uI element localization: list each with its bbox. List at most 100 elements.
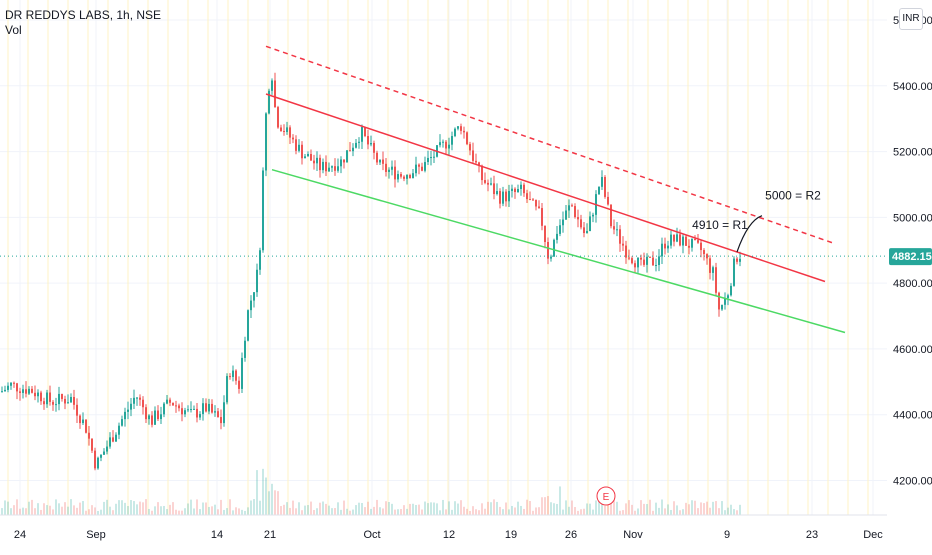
candle-body [613, 226, 615, 230]
candle-body [76, 404, 78, 416]
volume-bar [367, 501, 369, 515]
volume-bar [184, 508, 186, 515]
candle-body [22, 389, 24, 393]
volume-bar [142, 502, 144, 515]
volume-bar [283, 504, 285, 515]
volume-bar [223, 509, 225, 515]
candle-body [583, 227, 585, 234]
trend-lines[interactable] [0, 45, 887, 334]
x-tick-label: 21 [264, 529, 276, 541]
candle-body [343, 159, 345, 163]
candle-body [589, 216, 591, 232]
candle-body [190, 408, 192, 410]
earnings-event-marker[interactable] [596, 486, 616, 506]
y-tick-label: 5200.00 [893, 147, 932, 159]
channel-support[interactable] [271, 168, 846, 334]
candle-body [49, 392, 51, 402]
volume-bar [409, 503, 411, 515]
candle-body [553, 239, 555, 257]
currency-badge[interactable]: INR [899, 8, 923, 30]
volume-bar [613, 499, 615, 515]
candle-body [235, 370, 237, 381]
candle-body [142, 399, 144, 408]
volume-bar [532, 510, 534, 515]
volume-bar [226, 508, 228, 515]
candle-body [562, 219, 564, 226]
volume-bar [262, 468, 264, 515]
candle-body [136, 397, 138, 399]
candle-body [304, 156, 306, 159]
volume-bar [349, 510, 351, 515]
candle-body [358, 141, 360, 143]
volume-bar [55, 499, 57, 515]
volume-bar [463, 506, 465, 515]
volume-bar [616, 501, 618, 515]
candle-body [475, 160, 477, 163]
volume-bar [76, 507, 78, 515]
candle-body [517, 189, 519, 193]
candle-body [220, 417, 222, 424]
volume-bar [664, 508, 666, 515]
volume-bar [49, 505, 51, 515]
volume-bar [85, 510, 87, 515]
candle-body [169, 399, 171, 403]
y-tick-label: 4600.00 [893, 344, 932, 356]
volume-bar [352, 509, 354, 515]
volume-bar [373, 506, 375, 515]
candle-body [115, 434, 117, 442]
candle-body [238, 380, 240, 389]
volume-bar [322, 501, 324, 515]
candle-body [670, 234, 672, 246]
volume-bar [520, 505, 522, 515]
volume-bar [34, 508, 36, 515]
candle-body [532, 199, 534, 201]
volume-bar [271, 483, 273, 515]
candle-body [676, 234, 678, 242]
candle-body [616, 229, 618, 231]
x-tick-label: 24 [14, 529, 26, 541]
channel-resistance[interactable] [265, 93, 826, 283]
volume-bar [355, 505, 357, 515]
candle-body [205, 403, 207, 412]
candle-body [373, 142, 375, 153]
candle-body [529, 199, 531, 201]
candle-body [319, 157, 321, 171]
upper-dashed-resistance[interactable] [265, 45, 836, 245]
volume-bar [577, 510, 579, 515]
candle-body [316, 157, 318, 164]
volume-bar [19, 508, 21, 515]
volume-bar [682, 509, 684, 515]
volume-bar [25, 508, 27, 515]
candle-body [412, 173, 414, 178]
candle-body [508, 190, 510, 202]
volume-bar [490, 502, 492, 515]
y-tick-label: 4400.00 [893, 410, 932, 422]
candle-body [121, 419, 123, 426]
candle-body [322, 161, 324, 171]
volume-bar [163, 505, 165, 515]
candle-body [481, 165, 483, 181]
candle-body [184, 410, 186, 415]
volume-bar [37, 503, 39, 515]
volume-bar [556, 503, 558, 515]
volume-bar [646, 504, 648, 515]
candle-body [67, 402, 69, 404]
candle-body [349, 150, 351, 152]
volume-bar [568, 506, 570, 515]
candle-body [19, 391, 21, 393]
volume-bar [64, 502, 66, 515]
x-tick-label: Oct [363, 529, 380, 541]
candle-body [280, 127, 282, 131]
volume-bar [472, 506, 474, 515]
candle-body [112, 437, 114, 442]
candle-body [700, 242, 702, 251]
candle-body [388, 169, 390, 172]
volume-bar [88, 509, 90, 515]
candle-body [604, 176, 606, 197]
candle-body [490, 183, 492, 185]
candle-body [571, 205, 573, 207]
candle-body [568, 205, 570, 211]
volume-bar [709, 507, 711, 515]
